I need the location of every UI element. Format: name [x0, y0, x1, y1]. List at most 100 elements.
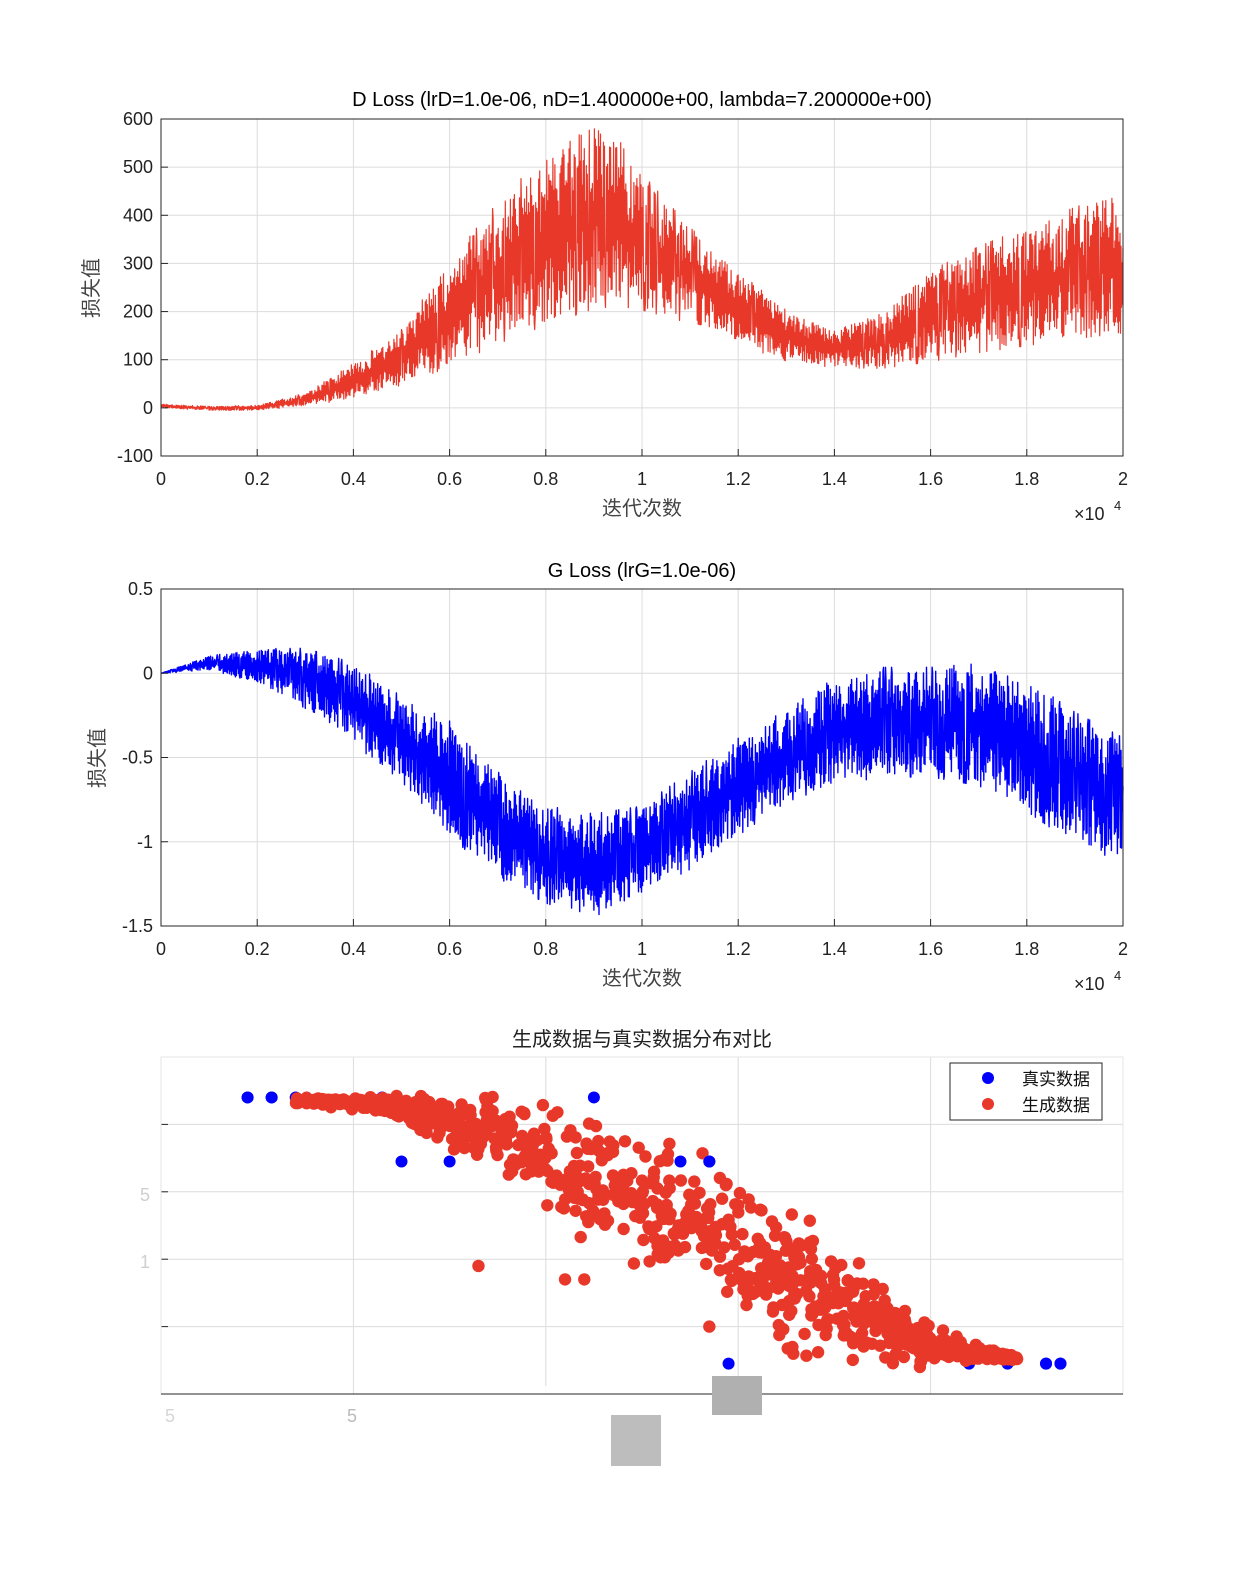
- generated-point: [627, 1257, 641, 1270]
- generated-point: [803, 1236, 817, 1249]
- generated-point: [765, 1251, 778, 1265]
- d-loss-y-ticks: -100 0 100 200 300 400 500 600: [117, 109, 168, 466]
- generated-point: [592, 1144, 605, 1157]
- generated-point: [837, 1329, 850, 1342]
- generated-point: [867, 1278, 880, 1291]
- generated-point: [774, 1259, 787, 1272]
- x-tick-label: 0.4: [341, 939, 366, 959]
- scatter-tick-fragment-2: 1: [140, 1252, 150, 1272]
- y-tick-label: 100: [123, 350, 153, 370]
- generated-point: [703, 1320, 716, 1333]
- generated-point: [922, 1319, 935, 1333]
- generated-point: [678, 1240, 692, 1254]
- g-loss-title: G Loss (lrG=1.0e-06): [548, 560, 736, 582]
- generated-point: [713, 1264, 726, 1277]
- generated-point: [786, 1269, 799, 1283]
- generated-point: [857, 1317, 870, 1330]
- generated-point: [826, 1296, 839, 1309]
- generated-point: [479, 1091, 492, 1105]
- generated-point: [617, 1222, 630, 1236]
- generated-point: [725, 1274, 738, 1288]
- generated-point: [744, 1201, 758, 1214]
- generated-point: [637, 1233, 650, 1247]
- y-tick-label: 0: [143, 663, 153, 683]
- generated-point: [908, 1341, 921, 1355]
- generated-point: [847, 1337, 860, 1350]
- faded-region: [400, 1386, 710, 1416]
- generated-point: [740, 1298, 753, 1312]
- generated-point: [867, 1288, 880, 1301]
- generated-point: [958, 1342, 971, 1355]
- x-tick-label: 1.6: [918, 939, 943, 959]
- generated-point: [705, 1244, 719, 1257]
- x-tick-label: 1: [637, 939, 647, 959]
- generated-point: [697, 1230, 711, 1243]
- d-loss-xlabel: 迭代次数: [602, 496, 682, 520]
- generated-point: [654, 1251, 667, 1264]
- scatter-tick-fragment-4: 5: [347, 1406, 357, 1426]
- generated-point: [418, 1092, 431, 1106]
- x-tick-label: 0.4: [341, 469, 366, 489]
- generated-point: [812, 1318, 825, 1332]
- generated-point: [503, 1110, 516, 1123]
- generated-point: [982, 1349, 995, 1362]
- x-tick-label: 0.8: [533, 939, 558, 959]
- legend-box: [949, 1062, 1103, 1121]
- generated-point: [822, 1313, 835, 1326]
- g-loss-series-line: [160, 647, 1124, 916]
- generated-point: [700, 1202, 714, 1215]
- x-tick-label: 0.2: [245, 469, 270, 489]
- generated-point: [737, 1283, 750, 1296]
- generated-point: [927, 1341, 940, 1354]
- generated-point: [635, 1174, 649, 1187]
- generated-point: [542, 1142, 555, 1155]
- generated-point: [728, 1238, 741, 1252]
- x-tick-label: 1.4: [822, 469, 847, 489]
- real-point: [395, 1155, 408, 1168]
- legend-label-real: 真实数据: [1022, 1070, 1090, 1090]
- generated-point: [447, 1143, 461, 1156]
- generated-point: [818, 1282, 832, 1296]
- generated-point: [693, 1186, 706, 1200]
- generated-point: [732, 1199, 745, 1212]
- generated-point: [896, 1328, 910, 1342]
- x-tick-label: 2: [1118, 939, 1128, 959]
- generated-point: [541, 1164, 554, 1178]
- generated-point: [814, 1303, 827, 1316]
- generated-point: [540, 1132, 553, 1146]
- generated-point: [811, 1346, 825, 1359]
- generated-point: [846, 1353, 859, 1367]
- generated-point: [939, 1342, 953, 1355]
- generated-point: [497, 1119, 510, 1133]
- generated-point: [882, 1322, 895, 1335]
- y-tick-label: 400: [123, 205, 153, 225]
- generated-point: [879, 1351, 892, 1364]
- generated-point: [564, 1124, 577, 1137]
- x-tick-label: 0.6: [437, 939, 462, 959]
- x-tick-label: 1: [637, 469, 647, 489]
- scatter-points: [241, 1089, 1067, 1416]
- generated-point: [847, 1282, 860, 1295]
- generated-point: [546, 1109, 559, 1122]
- generated-point: [402, 1099, 415, 1112]
- generated-point: [819, 1328, 832, 1342]
- real-point: [443, 1155, 456, 1168]
- generated-point: [647, 1165, 661, 1179]
- d-loss-x-exponent: ×10 4: [1074, 498, 1121, 524]
- x-tick-label: 1.4: [822, 939, 847, 959]
- x-tick-label: 1.2: [726, 939, 751, 959]
- generated-point: [653, 1155, 666, 1168]
- legend-marker-real: [982, 1072, 994, 1084]
- generated-point: [572, 1192, 585, 1205]
- generated-point: [829, 1262, 842, 1275]
- g-loss-ylabel: 损失值: [85, 728, 109, 788]
- generated-point: [773, 1328, 786, 1342]
- x-tick-label: 0.6: [437, 469, 462, 489]
- generated-point: [736, 1227, 749, 1241]
- generated-point: [500, 1138, 513, 1151]
- generated-point: [792, 1237, 806, 1250]
- generated-point: [488, 1132, 501, 1145]
- generated-point: [700, 1257, 713, 1271]
- generated-point: [469, 1117, 483, 1131]
- generated-point: [831, 1312, 844, 1325]
